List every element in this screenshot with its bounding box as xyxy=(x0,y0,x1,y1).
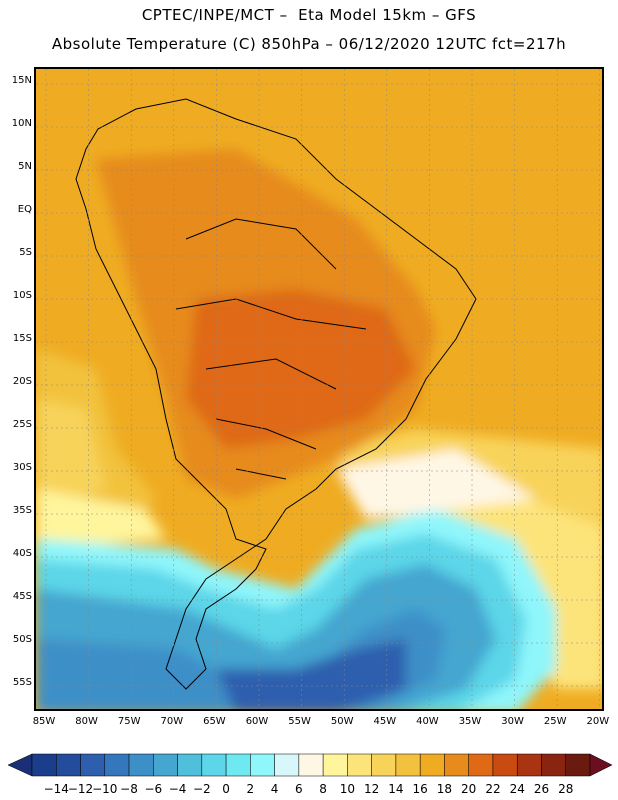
latitude-label: 35S xyxy=(12,505,32,516)
colorbar-tick-label: −4 xyxy=(168,782,187,796)
band-16-west xyxy=(36,399,106,509)
latitude-label: EQ xyxy=(17,204,32,215)
latitude-label: 40S xyxy=(12,548,32,559)
longitude-label: 35W xyxy=(458,716,482,727)
band-cold-deep xyxy=(216,639,406,709)
colorbar-tick-label: 8 xyxy=(319,782,327,796)
colorbar-swatch xyxy=(468,753,494,777)
colorbar-swatch xyxy=(516,753,542,777)
latitude-label: 15N xyxy=(11,75,32,86)
colorbar xyxy=(7,753,613,777)
colorbar-swatch xyxy=(298,753,324,777)
longitude-label: 25W xyxy=(543,716,567,727)
colorbar-swatch xyxy=(250,753,275,777)
colorbar-swatch xyxy=(177,753,203,777)
longitude-label: 75W xyxy=(117,716,141,727)
colorbar-tick-label: 20 xyxy=(461,782,477,796)
longitude-label: 65W xyxy=(203,716,226,727)
colorbar-swatch xyxy=(565,753,591,777)
longitude-label: 45W xyxy=(373,716,397,727)
colorbar-tick-label: 10 xyxy=(339,782,356,796)
colorbar-tick-label: −2 xyxy=(192,782,211,796)
colorbar-swatch xyxy=(322,753,348,777)
colorbar-swatch xyxy=(153,753,178,777)
colorbar-tick-label: −14 xyxy=(43,782,69,796)
temperature-map xyxy=(36,69,602,709)
colorbar-swatch xyxy=(371,753,397,777)
colorbar-under-arrow xyxy=(7,753,33,777)
graticule xyxy=(36,69,602,709)
longitude-label: 60W xyxy=(245,716,269,727)
longitude-label: 40W xyxy=(416,716,439,727)
colorbar-tick-label: 18 xyxy=(436,782,453,796)
latitude-label: 10S xyxy=(12,290,32,301)
colorbar-tick-label: −10 xyxy=(92,782,118,796)
colorbar-tick-label: 28 xyxy=(558,782,574,796)
latitude-label: 20S xyxy=(12,376,32,387)
longitude-label: 55W xyxy=(288,716,311,727)
colorbar-swatch xyxy=(444,753,469,777)
band-12 xyxy=(36,489,166,549)
latitude-label: 15S xyxy=(12,333,32,344)
map-subtitle: Absolute Temperature (C) 850hPa – 06/12/… xyxy=(51,35,567,53)
colorbar-swatch xyxy=(56,753,81,777)
latitude-label: 5N xyxy=(18,161,32,172)
colorbar-tick-label: 0 xyxy=(222,782,230,796)
map-title: CPTEC/INPE/MCT – Eta Model 15km – GFS xyxy=(141,6,477,24)
border-lines xyxy=(175,218,367,480)
colorbar-tick-label: 12 xyxy=(364,782,380,796)
colorbar-tick-label: 22 xyxy=(485,782,501,796)
colorbar-swatch xyxy=(541,753,566,777)
colorbar-swatch xyxy=(104,753,130,777)
latitude-label: 50S xyxy=(12,634,32,645)
map-panel xyxy=(34,67,604,711)
colorbar-tick-label: −8 xyxy=(120,782,138,796)
colorbar-swatch xyxy=(492,753,518,777)
south-america-coast xyxy=(75,98,477,690)
longitude-label: 85W xyxy=(32,716,56,727)
continent-outline xyxy=(75,98,477,690)
longitude-label: 30W xyxy=(501,716,524,727)
latitude-label: 45S xyxy=(12,591,32,602)
latitude-label: 25S xyxy=(12,419,32,430)
longitude-label: 70W xyxy=(160,716,184,727)
colorbar-tick-label: 4 xyxy=(270,782,279,796)
colorbar-swatch xyxy=(274,753,300,777)
colorbar-tick-label: 24 xyxy=(509,782,525,796)
longitude-label: 50W xyxy=(330,716,354,727)
field-temperature-bands xyxy=(36,149,602,709)
colorbar-tick-label: 6 xyxy=(295,782,303,796)
latitude-label: 55S xyxy=(12,677,32,688)
colorbar-tick-label: 2 xyxy=(246,782,255,796)
colorbar-tick-label: −12 xyxy=(67,782,94,796)
latitude-label: 5S xyxy=(19,247,32,258)
colorbar-swatch xyxy=(201,753,227,777)
colorbar-swatch xyxy=(347,753,372,777)
longitude-label: 80W xyxy=(75,716,98,727)
colorbar-swatch xyxy=(31,753,57,777)
colorbar-tick-label: 14 xyxy=(388,782,404,796)
colorbar-swatch xyxy=(395,753,421,777)
band-hot-core xyxy=(186,289,416,449)
colorbar-swatch xyxy=(225,753,251,777)
colorbar-over-arrow xyxy=(589,753,613,777)
colorbar-tick-label: 16 xyxy=(412,782,428,796)
latitude-label: 10N xyxy=(11,118,32,129)
band-pale-coast xyxy=(336,449,536,519)
colorbar-swatch xyxy=(80,753,106,777)
colorbar-tick-label: −6 xyxy=(144,782,163,796)
longitude-label: 20W xyxy=(586,716,610,727)
colorbar-tick-label: 26 xyxy=(533,782,550,796)
latitude-label: 30S xyxy=(12,462,32,473)
colorbar-swatch xyxy=(128,753,154,777)
colorbar-swatch xyxy=(419,753,445,777)
